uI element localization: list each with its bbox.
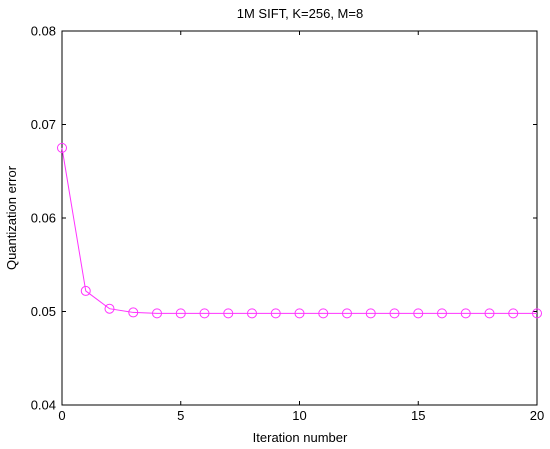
data-point xyxy=(152,308,162,319)
x-tick-label-4: 20 xyxy=(530,408,544,423)
data-point xyxy=(199,308,210,319)
x-tick-labels: 0 5 10 15 20 xyxy=(58,408,544,423)
x-tick-label-3: 15 xyxy=(411,408,425,423)
data-point xyxy=(175,308,186,319)
y-axis-label: Quantization error xyxy=(4,165,19,270)
data-point xyxy=(413,308,424,319)
y-tick-labels: 0.04 0.05 0.06 0.07 0.08 xyxy=(31,24,56,413)
y-tick-label-1: 0.05 xyxy=(31,304,56,319)
x-tick-label-1: 5 xyxy=(177,408,184,423)
y-tick-label-3: 0.07 xyxy=(31,117,56,132)
data-point xyxy=(437,308,447,319)
data-point xyxy=(484,308,495,319)
x-tick-label-0: 0 xyxy=(58,408,65,423)
x-tick-label-2: 10 xyxy=(292,408,306,423)
series-line-0 xyxy=(61,147,537,314)
data-point xyxy=(460,308,471,319)
data-point xyxy=(223,308,234,319)
data-point xyxy=(365,308,376,319)
axis-ticks xyxy=(61,30,538,406)
y-tick-label-4: 0.08 xyxy=(31,24,56,39)
data-point xyxy=(294,308,305,319)
data-point xyxy=(128,307,139,318)
data-point xyxy=(57,142,67,153)
plot-area xyxy=(61,30,538,406)
chart-title: 1M SIFT, K=256, M=8 xyxy=(237,6,363,21)
data-point xyxy=(104,303,115,314)
data-point xyxy=(532,308,542,319)
y-tick-label-2: 0.06 xyxy=(31,211,56,226)
data-point xyxy=(508,308,519,319)
data-point xyxy=(270,308,281,319)
data-point xyxy=(247,308,257,319)
x-axis-label: Iteration number xyxy=(253,430,348,445)
data-point xyxy=(80,285,91,296)
y-tick-label-0: 0.04 xyxy=(31,398,56,413)
data-point xyxy=(389,308,400,319)
series-group xyxy=(57,142,542,319)
data-point xyxy=(342,308,352,319)
data-point xyxy=(318,308,329,319)
